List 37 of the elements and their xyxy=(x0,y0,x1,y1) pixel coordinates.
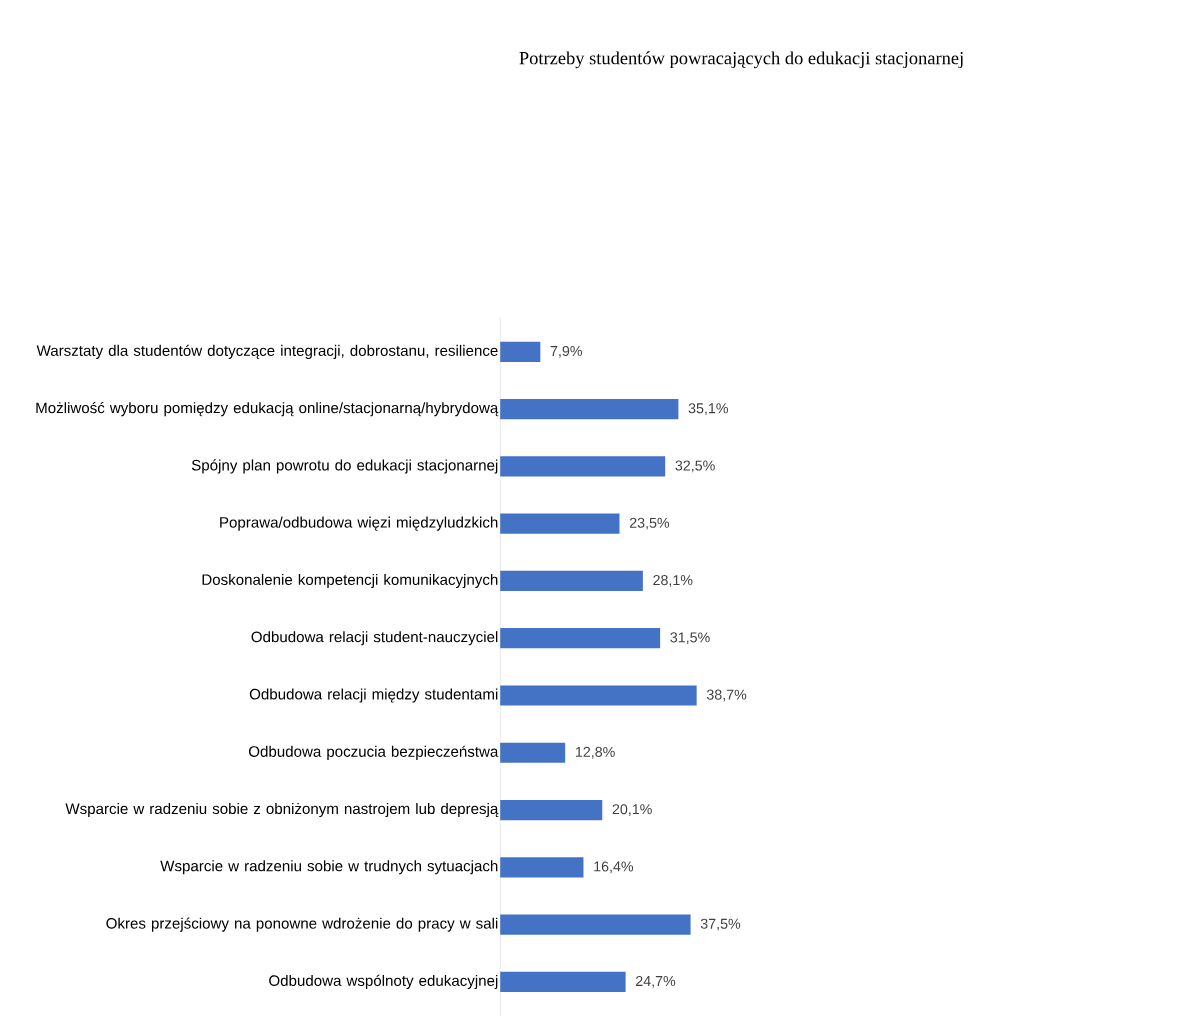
bar xyxy=(500,857,584,878)
data-label: 7,9% xyxy=(550,345,583,358)
bar xyxy=(500,456,666,477)
data-label: 38,7% xyxy=(706,689,747,702)
bar xyxy=(500,799,603,820)
data-label: 28,1% xyxy=(653,574,693,587)
bar xyxy=(500,627,661,649)
data-label: 31,5% xyxy=(670,632,710,644)
data-label: 16,4% xyxy=(594,861,634,874)
y-tick-label: Wsparcie w radzeniu sobie w trudnych sytuacjach xyxy=(160,860,498,875)
bar xyxy=(500,914,691,935)
data-label: 24,7% xyxy=(636,975,676,988)
y-tick-label: Doskonalenie kompetencji komunikacyjnych xyxy=(202,573,498,588)
data-label: 23,5% xyxy=(629,517,670,530)
y-tick-label: Wsparcie w radzeniu sobie z obniżonym nastrojem lub depresją xyxy=(65,802,499,817)
data-label: 12,8% xyxy=(575,746,615,759)
y-tick-label: Odbudowa relacji między studentami xyxy=(249,688,498,703)
bar xyxy=(500,398,679,420)
data-label: 20,1% xyxy=(612,803,652,816)
bar xyxy=(500,341,541,362)
bar xyxy=(500,685,697,706)
y-tick-label: Możliwość wyboru pomiędzy edukacją online/stacjonarną/hybrydową xyxy=(36,401,499,417)
bar xyxy=(500,513,620,534)
y-tick-label: Odbudowa poczucia bezpieczeństwa xyxy=(249,745,499,760)
y-tick-label: Warsztaty dla studentów dotyczące integracji, dobrostanu, resilience xyxy=(36,344,498,359)
bar xyxy=(500,570,643,591)
bar xyxy=(500,971,626,992)
y-tick-label: Poprawa/odbudowa więzi międzyludzkich xyxy=(220,516,498,531)
data-label: 37,5% xyxy=(700,918,741,931)
y-tick-label: Odbudowa relacji student-nauczyciel xyxy=(251,630,498,646)
y-tick-label: Okres przejściowy na ponowne wdrożenie do pracy w sali xyxy=(106,917,498,932)
data-label: 35,1% xyxy=(688,403,729,415)
y-tick-label: Spójny plan powrotu do edukacji stacjonarnej xyxy=(191,459,498,474)
bar xyxy=(500,742,566,763)
text: Potrzeby studentów powracających do edukacji stacjonarnej xyxy=(519,51,963,68)
y-tick-label: Odbudowa wspólnoty edukacyjnej xyxy=(269,974,498,989)
data-label: 32,5% xyxy=(675,460,715,473)
